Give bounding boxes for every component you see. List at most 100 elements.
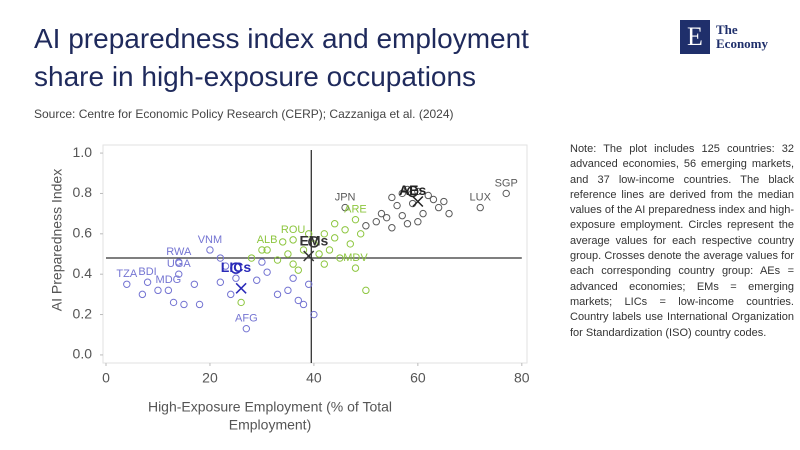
point (279, 238, 287, 246)
point-label: JPN (335, 191, 356, 203)
point (346, 240, 354, 248)
point-label: TZA (116, 268, 137, 280)
point (123, 280, 131, 288)
point (424, 191, 432, 200)
point (398, 189, 406, 198)
point-label: SGP (495, 177, 518, 189)
point-label: UGA (167, 258, 192, 270)
point (320, 260, 328, 268)
source: Source: Centre for Economic Policy Resea… (34, 107, 454, 121)
point (289, 260, 297, 268)
point (305, 230, 313, 238)
brand-line: The (716, 22, 738, 37)
point (372, 218, 380, 226)
point (247, 254, 256, 262)
point (289, 274, 297, 282)
y-tick-label: 0.6 (73, 225, 93, 241)
x-tick-label: 60 (410, 370, 426, 386)
point (294, 296, 303, 305)
point (434, 203, 443, 212)
point (403, 220, 412, 228)
point (388, 193, 396, 202)
x-tick-label: 40 (306, 370, 322, 386)
y-tick-label: 1.0 (73, 144, 93, 160)
point (227, 290, 235, 299)
point (356, 230, 365, 238)
point (175, 258, 183, 266)
point (341, 203, 349, 212)
point-label: MDV (343, 252, 368, 264)
point (138, 290, 147, 299)
point (419, 209, 427, 218)
point (414, 218, 422, 226)
point-label: MDG (156, 274, 182, 286)
point (258, 258, 266, 266)
point (476, 203, 484, 212)
brand-name: The Economy (716, 23, 768, 51)
point (398, 211, 406, 220)
point (414, 187, 422, 196)
point (232, 274, 240, 282)
title: AI preparedness index and employment sha… (34, 23, 529, 92)
x-tick-label: 20 (202, 370, 218, 386)
point (258, 246, 266, 254)
note: Note: The plot includes 125 countries: 3… (570, 143, 794, 339)
point-label: BDI (138, 266, 156, 278)
point (195, 300, 204, 309)
point-label: ARE (344, 204, 367, 216)
y-tick-label: 0.4 (73, 265, 93, 281)
point (325, 246, 334, 254)
y-tick-label: 0.2 (73, 305, 93, 321)
group-cross (303, 250, 315, 262)
point (289, 236, 297, 244)
point (315, 250, 323, 258)
point (377, 209, 386, 218)
point-label: VNM (198, 234, 222, 246)
point (180, 300, 188, 309)
point-label: ROU (281, 224, 306, 236)
y-tick-label: 0.8 (73, 184, 93, 200)
point (445, 209, 453, 218)
point (341, 226, 349, 234)
point-label: ALB (257, 234, 278, 246)
point (169, 298, 178, 307)
point (206, 246, 214, 254)
point (299, 300, 308, 309)
group-label: AEs (399, 182, 426, 198)
point (362, 222, 370, 230)
point (502, 189, 510, 198)
group-label: EMs (300, 233, 329, 249)
x-axis-label: Employment) (229, 417, 311, 433)
point (175, 270, 183, 278)
point (284, 286, 292, 295)
point (273, 290, 282, 299)
point (299, 246, 308, 254)
group-mean (406, 185, 419, 198)
point (154, 286, 162, 295)
plot-frame (102, 144, 528, 364)
point (382, 213, 391, 222)
x-tick-label: 80 (514, 370, 530, 386)
y-tick-label: 0.0 (73, 346, 93, 362)
group-cross (235, 282, 247, 294)
chart: AI Preparedness Index High-Exposure Empl… (49, 144, 530, 433)
point (284, 250, 292, 258)
group-label: LICs (221, 259, 252, 275)
point (216, 278, 225, 286)
point (143, 278, 152, 286)
point (330, 220, 339, 228)
point (336, 254, 344, 262)
point (273, 256, 282, 264)
point (237, 298, 245, 307)
point (263, 268, 271, 276)
group-cross (412, 195, 424, 208)
point (221, 262, 230, 270)
point (440, 197, 448, 206)
point (429, 195, 438, 204)
group-mean (308, 236, 320, 248)
point (310, 310, 318, 319)
point (242, 324, 251, 333)
point (393, 201, 401, 210)
point (253, 276, 261, 284)
x-tick-label: 0 (102, 370, 110, 386)
